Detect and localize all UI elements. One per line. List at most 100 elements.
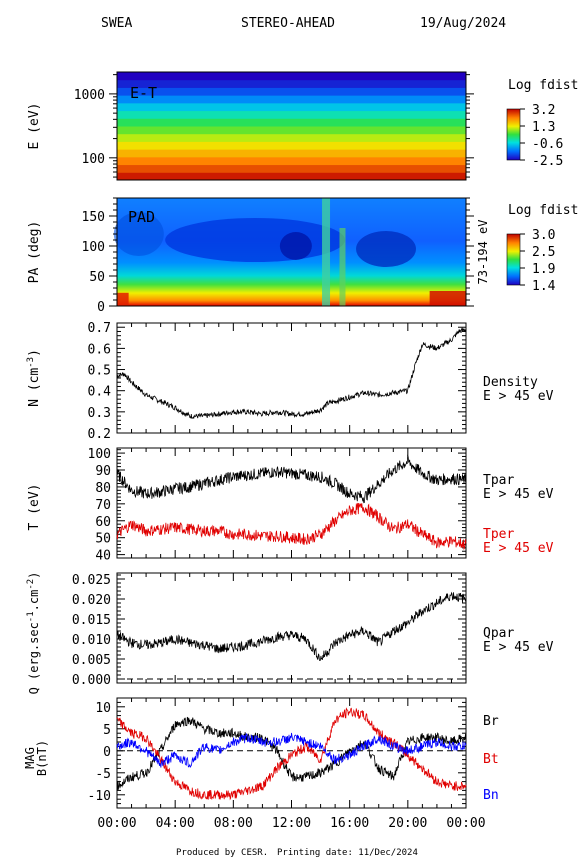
et-ylabel: E (eV) bbox=[27, 103, 42, 150]
plot-frame bbox=[116, 322, 467, 434]
x-tick-label: 00:00 bbox=[446, 816, 485, 831]
y-tick-label: 90 bbox=[95, 464, 111, 479]
temperature-ylabel: T (eV) bbox=[27, 484, 42, 531]
time-axis-labels: 00:00 04:00 08:00 12:00 16:00 20:00 00:00 bbox=[97, 816, 485, 831]
y-tick-label: 70 bbox=[95, 498, 111, 513]
series-line-bn bbox=[116, 732, 467, 769]
y-tick-label: 0.4 bbox=[88, 385, 112, 400]
pad-y-tick-label: 100 bbox=[82, 240, 105, 255]
mag-ylabel-units: B(nT) bbox=[35, 740, 49, 776]
qpar-series-sub: E > 45 eV bbox=[483, 640, 554, 655]
et-y-axis: 100 1000 bbox=[74, 74, 474, 178]
et-energy-band bbox=[117, 72, 466, 81]
heatflux-plot: 0.000 0.005 0.010 0.015 0.020 0.025 bbox=[72, 572, 467, 688]
pad-colorbar-title: Log fdist bbox=[508, 203, 578, 218]
br-series-name: Br bbox=[483, 714, 499, 729]
et-energy-band bbox=[117, 79, 466, 88]
et-energy-band bbox=[117, 110, 466, 119]
date-label: 19/Aug/2024 bbox=[420, 16, 506, 31]
instrument-label: SWEA bbox=[101, 16, 132, 31]
density-series-sub: E > 45 eV bbox=[483, 389, 554, 404]
y-tick-label: 10 bbox=[95, 701, 111, 716]
y-tick-label: 0.5 bbox=[88, 364, 111, 379]
series-line-tpar bbox=[116, 454, 467, 504]
mag-ylabel: MAG bbox=[23, 747, 37, 769]
heatflux-panel: 0.000 0.005 0.010 0.015 0.020 0.025 Q (erg.se… bbox=[26, 572, 554, 695]
et-panel: E-T 100 1000 E (eV) Log fdist 3.2 1.3 -0.6 -… bbox=[27, 71, 578, 181]
density-ylabel: N (cm-3) bbox=[26, 349, 42, 407]
et-colorbar-tick-label: -0.6 bbox=[532, 137, 563, 152]
pad-y-tick-label: 150 bbox=[82, 210, 105, 225]
mag-plot: -10 -5 0 5 10 bbox=[88, 697, 467, 809]
x-tick-label: 12:00 bbox=[272, 816, 311, 831]
y-tick-label: 0.6 bbox=[88, 342, 111, 357]
et-energy-band bbox=[117, 126, 466, 135]
pad-title: PAD bbox=[128, 208, 155, 226]
pad-blue-core bbox=[165, 218, 346, 262]
heatflux-ylabel-exp2: -2 bbox=[26, 579, 36, 590]
bn-series-name: Bn bbox=[483, 788, 499, 803]
et-colorbar-title: Log fdist bbox=[508, 78, 578, 93]
et-energy-band bbox=[117, 172, 466, 181]
y-tick-label: -10 bbox=[88, 789, 111, 804]
et-colorbar-ticks: 3.2 1.3 -0.6 -2.5 bbox=[520, 103, 563, 169]
heatflux-ylabel: Q (erg.sec-1.cm-2) bbox=[26, 572, 41, 695]
pad-panel: PAD 0 50 100 150 PA (deg) 73-194 eV Log fdi… bbox=[27, 197, 578, 315]
et-title: E-T bbox=[130, 84, 157, 102]
tper-series-name: Tper bbox=[483, 527, 514, 542]
et-y-tick-label: 100 bbox=[82, 152, 105, 167]
et-y-tick-label: 1000 bbox=[74, 88, 105, 103]
density-ylabel-main: N (cm bbox=[27, 368, 42, 407]
y-tick-label: 0.025 bbox=[72, 573, 111, 588]
et-colorbar-tick-label: 1.3 bbox=[532, 120, 555, 135]
series-line-density bbox=[116, 327, 467, 419]
temperature-panel: 40 50 60 70 80 90 100 T (eV) Tpar E > 45 eV Tp… bbox=[27, 447, 554, 564]
x-tick-label: 08:00 bbox=[214, 816, 253, 831]
produced-by: Produced by CESR. bbox=[176, 848, 268, 858]
et-heatmap bbox=[117, 72, 466, 181]
y-tick-label: 0.015 bbox=[72, 613, 111, 628]
y-tick-label: 5 bbox=[103, 723, 111, 738]
density-series-name: Density bbox=[483, 375, 538, 390]
series-line-br bbox=[116, 716, 467, 791]
y-tick-label: 100 bbox=[88, 447, 111, 462]
et-colorbar bbox=[506, 108, 521, 161]
pad-blue-core bbox=[356, 231, 417, 267]
pad-red-region bbox=[429, 291, 466, 306]
y-tick-label: 0 bbox=[103, 745, 111, 760]
pad-y-axis: 0 50 100 150 bbox=[82, 197, 474, 315]
y-tick-label: -5 bbox=[95, 767, 111, 782]
et-energy-band bbox=[117, 164, 466, 173]
pad-energy-range: 73-194 eV bbox=[476, 219, 490, 284]
pad-colorbar-tick-label: 2.5 bbox=[532, 245, 555, 260]
y-tick-label: 0.005 bbox=[72, 653, 111, 668]
pad-ylabel: PA (deg) bbox=[27, 221, 42, 284]
y-tick-label: 80 bbox=[95, 481, 111, 496]
et-energy-band bbox=[117, 149, 466, 158]
y-tick-label: 0.3 bbox=[88, 406, 111, 421]
y-tick-label: 50 bbox=[95, 532, 111, 547]
et-energy-band bbox=[117, 95, 466, 104]
pad-blue-core bbox=[113, 212, 164, 256]
et-energy-band bbox=[117, 141, 466, 150]
pad-y-tick-label: 50 bbox=[89, 270, 105, 285]
tper-series-sub: E > 45 eV bbox=[483, 541, 554, 556]
et-energy-band bbox=[117, 87, 466, 96]
series-line-bt bbox=[116, 707, 467, 801]
x-tick-label: 04:00 bbox=[156, 816, 195, 831]
heatflux-ylabel-exp1: -1 bbox=[26, 611, 36, 622]
et-energy-band bbox=[117, 156, 466, 166]
et-energy-band bbox=[117, 133, 466, 142]
pad-colorbar-tick-label: 1.4 bbox=[532, 279, 556, 294]
et-energy-band bbox=[117, 102, 466, 112]
tpar-series-sub: E > 45 eV bbox=[483, 487, 554, 502]
pad-streak bbox=[339, 228, 346, 306]
x-tick-label: 20:00 bbox=[388, 816, 427, 831]
pad-colorbar-tick-label: 1.9 bbox=[532, 262, 555, 277]
heatflux-ylabel-mid: .cm bbox=[27, 590, 41, 612]
temperature-plot: 40 50 60 70 80 90 100 bbox=[88, 447, 467, 564]
y-tick-label: 0.7 bbox=[88, 321, 111, 336]
pad-red-region bbox=[117, 292, 129, 306]
